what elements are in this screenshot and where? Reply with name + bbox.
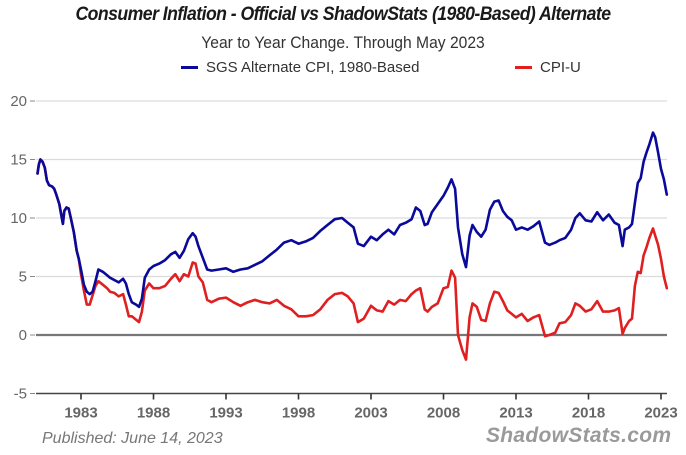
legend: SGS Alternate CPI, 1980-Based CPI-U bbox=[0, 59, 686, 81]
series-lines bbox=[36, 131, 669, 361]
y-axis: -5 0 5 10 15 20 bbox=[10, 93, 35, 403]
legend-swatch-sgs bbox=[181, 66, 198, 69]
legend-item-cpiu: CPI-U bbox=[515, 59, 581, 76]
x-tick-label: 1998 bbox=[282, 405, 315, 422]
x-tick-label: 1993 bbox=[209, 405, 242, 422]
x-tick-label: 2018 bbox=[572, 405, 605, 422]
x-tick-label: 2008 bbox=[427, 405, 460, 422]
y-tick-label: 10 bbox=[10, 210, 27, 227]
legend-label-cpiu: CPI-U bbox=[540, 59, 581, 76]
x-tick-label: 1988 bbox=[137, 405, 170, 422]
y-tick-label: 20 bbox=[10, 93, 27, 110]
y-tick-label: 5 bbox=[19, 269, 27, 286]
x-tick-label: 2023 bbox=[644, 405, 677, 422]
legend-swatch-cpiu bbox=[515, 66, 532, 69]
x-tick-label: 1983 bbox=[64, 405, 97, 422]
y-tick-label: -5 bbox=[14, 386, 27, 403]
y-tick-label: 0 bbox=[19, 327, 27, 344]
chart-title: Consumer Inflation - Official vs ShadowS… bbox=[75, 4, 611, 25]
legend-item-sgs: SGS Alternate CPI, 1980-Based bbox=[181, 59, 419, 76]
y-tick-label: 15 bbox=[10, 152, 27, 169]
chart-subtitle: Year to Year Change. Through May 2023 bbox=[201, 33, 485, 52]
legend-label-sgs: SGS Alternate CPI, 1980-Based bbox=[206, 59, 420, 76]
series-line-cpiu bbox=[36, 158, 669, 361]
x-tick-label: 2003 bbox=[354, 405, 387, 422]
series-line-sgs bbox=[36, 131, 669, 309]
published-date: Published: June 14, 2023 bbox=[42, 430, 223, 447]
grid-lines bbox=[36, 100, 667, 395]
x-axis: 1983 1988 1993 1998 2003 2008 2013 2018 2023 bbox=[64, 393, 678, 422]
x-tick-label: 2013 bbox=[499, 405, 532, 422]
brand-watermark: ShadowStats.com bbox=[486, 424, 672, 447]
